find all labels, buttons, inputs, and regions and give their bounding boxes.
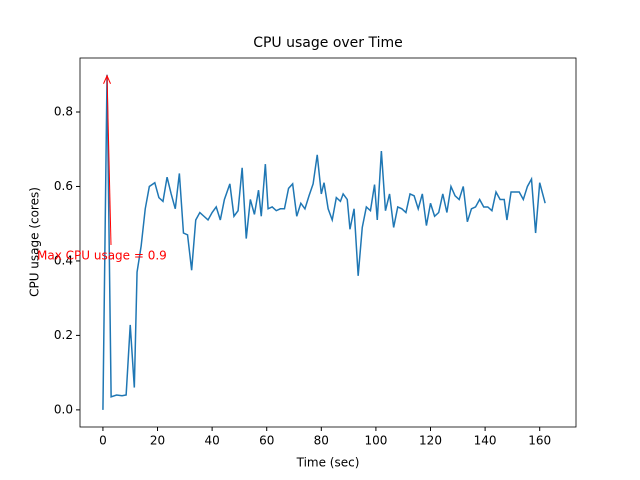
annotation-arrowhead	[103, 74, 111, 84]
y-tick-label: 0.2	[54, 328, 73, 342]
x-tick-label: 0	[99, 434, 107, 448]
y-tick-label: 0.0	[54, 402, 73, 416]
y-tick-label: 0.4	[54, 253, 73, 267]
x-tick-label: 160	[528, 434, 551, 448]
y-tick-label: 0.6	[54, 179, 73, 193]
data-line	[102, 74, 546, 410]
annotation-arrow	[106, 75, 112, 246]
plot-frame	[79, 57, 577, 428]
x-tick-label: 100	[364, 434, 387, 448]
x-axis-label: Time (sec)	[296, 456, 360, 470]
y-tick-label: 0.8	[54, 104, 73, 118]
x-tick-label: 120	[419, 434, 442, 448]
x-tick-label: 80	[314, 434, 329, 448]
annotation-text: Max CPU usage = 0.9	[37, 249, 167, 263]
x-tick-label: 60	[259, 434, 274, 448]
x-tick-label: 20	[150, 434, 165, 448]
chart-title: CPU usage over Time	[253, 35, 403, 51]
y-axis-label: CPU usage (cores)	[28, 187, 42, 297]
x-tick-label: 40	[204, 434, 219, 448]
x-tick-label: 140	[474, 434, 497, 448]
